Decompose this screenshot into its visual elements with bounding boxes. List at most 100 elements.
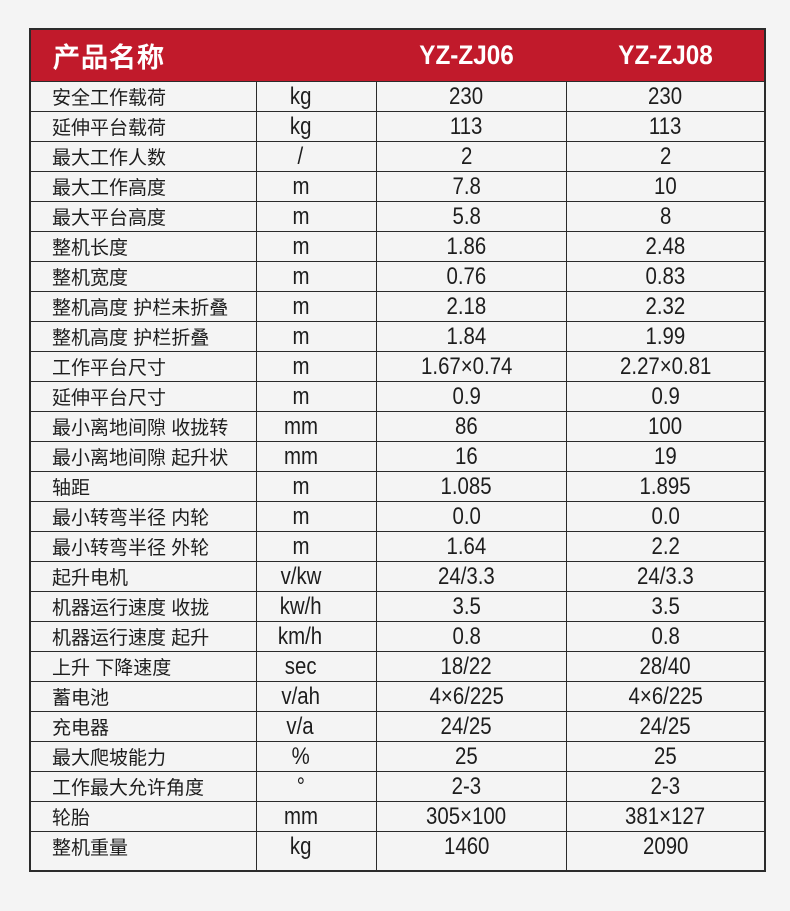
spec-value: 1460 [443,832,490,860]
table-row: 最大工作高度 m 7.8 10 [31,171,764,201]
spec-unit-cell: m [257,262,377,291]
spec-unit: m [292,172,309,200]
spec-value: 230 [648,82,683,110]
spec-unit: / [297,142,304,170]
spec-value-yz-zj06: 0.9 [377,382,567,411]
spec-label-cell: 安全工作载荷 [31,82,257,111]
spec-label-cell: 机器运行速度 收拢 [31,592,257,621]
spec-value: 230 [449,82,484,110]
spec-label-cell: 最小离地间隙 起升状 [31,442,257,471]
spec-unit: v/kw [280,562,321,590]
product-spec-table: 产品名称 YZ-ZJ06 YZ-ZJ08 安全工作载荷 kg 230 230 延… [29,28,766,872]
spec-unit: kw/h [279,592,322,620]
spec-label: 延伸平台载荷 [52,118,167,139]
spec-label-cell: 起升电机 [31,562,257,591]
spec-value-yz-zj08: 381×127 [567,802,764,831]
spec-value-yz-zj08: 100 [567,412,764,441]
spec-value: 10 [654,172,677,200]
model-header-label: YZ-ZJ06 [419,40,515,70]
spec-value-yz-zj06: 16 [377,442,567,471]
model-header-yz-zj08: YZ-ZJ08 [567,40,764,71]
spec-value: 0.9 [651,382,680,410]
spec-value: 0.83 [645,262,686,290]
spec-value: 1.86 [446,232,487,260]
spec-value-yz-zj08: 0.8 [567,622,764,651]
spec-value-yz-zj08: 2.48 [567,232,764,261]
model-header-label: YZ-ZJ08 [618,40,713,70]
spec-value: 113 [450,112,483,140]
spec-value: 305×100 [426,802,507,830]
spec-value-yz-zj08: 24/25 [567,712,764,741]
spec-value-yz-zj06: 4×6/225 [377,682,567,711]
spec-unit: % [291,742,310,770]
spec-value-yz-zj06: 1.86 [377,232,567,261]
spec-label: 整机重量 [52,838,129,859]
spec-value-yz-zj08: 3.5 [567,592,764,621]
spec-label: 轴距 [52,478,91,499]
table-row: 最大爬坡能力 % 25 25 [31,741,764,771]
spec-value-yz-zj06: 5.8 [377,202,567,231]
spec-unit-cell: v/a [257,712,377,741]
spec-value-yz-zj06: 0.0 [377,502,567,531]
spec-label: 上升 下降速度 [52,658,172,679]
spec-value: 24/3.3 [438,562,495,590]
spec-unit-cell: kg [257,112,377,141]
spec-value-yz-zj06: 7.8 [377,172,567,201]
spec-value-yz-zj06: 1.84 [377,322,567,351]
spec-label: 延伸平台尺寸 [52,388,167,409]
spec-value: 25 [455,742,478,770]
spec-value-yz-zj06: 113 [377,112,567,141]
spec-value: 1.085 [440,472,493,500]
spec-unit: v/ah [281,682,320,710]
spec-unit-cell: v/kw [257,562,377,591]
spec-value: 3.5 [452,592,481,620]
spec-value-yz-zj06: 24/3.3 [377,562,567,591]
spec-unit: kg [289,112,312,140]
spec-unit-cell: m [257,172,377,201]
spec-unit: kg [289,832,312,860]
spec-value-yz-zj08: 2.32 [567,292,764,321]
spec-label-cell: 整机高度 护栏折叠 [31,322,257,351]
spec-value-yz-zj08: 1.99 [567,322,764,351]
spec-unit-cell: m [257,352,377,381]
spec-value: 1.84 [446,322,487,350]
spec-label-cell: 最大工作高度 [31,172,257,201]
table-row: 轴距 m 1.085 1.895 [31,471,764,501]
spec-value: 1.64 [446,532,487,560]
spec-label-cell: 延伸平台载荷 [31,112,257,141]
spec-value-yz-zj08: 2090 [567,832,764,870]
spec-value-yz-zj06: 2-3 [377,772,567,801]
spec-label: 最大工作高度 [52,178,167,199]
spec-unit-cell: ° [257,772,377,801]
spec-unit-cell: kg [257,832,377,870]
spec-value: 1.895 [639,472,692,500]
spec-label-cell: 整机长度 [31,232,257,261]
spec-value-yz-zj08: 113 [567,112,764,141]
table-body: 安全工作载荷 kg 230 230 延伸平台载荷 kg 113 113 最大工作… [31,81,764,870]
spec-unit: m [292,472,309,500]
spec-label-cell: 上升 下降速度 [31,652,257,681]
table-row: 最小转弯半径 外轮 m 1.64 2.2 [31,531,764,561]
table-header-row: 产品名称 YZ-ZJ06 YZ-ZJ08 [31,30,764,81]
spec-value-yz-zj06: 2 [377,142,567,171]
table-row: 蓄电池 v/ah 4×6/225 4×6/225 [31,681,764,711]
spec-unit-cell: m [257,232,377,261]
spec-unit: m [292,232,309,260]
spec-unit-cell: m [257,292,377,321]
table-row: 安全工作载荷 kg 230 230 [31,81,764,111]
spec-unit: m [292,532,309,560]
spec-value: 3.5 [651,592,680,620]
table-row: 轮胎 mm 305×100 381×127 [31,801,764,831]
spec-unit-cell: v/ah [257,682,377,711]
spec-value-yz-zj08: 4×6/225 [567,682,764,711]
spec-unit: m [292,262,309,290]
spec-value-yz-zj08: 2 [567,142,764,171]
product-name-header: 产品名称 [53,43,165,73]
spec-value-yz-zj06: 1.67×0.74 [377,352,567,381]
table-row: 工作最大允许角度 ° 2-3 2-3 [31,771,764,801]
spec-label-cell: 工作最大允许角度 [31,772,257,801]
spec-value-yz-zj06: 24/25 [377,712,567,741]
spec-label: 工作平台尺寸 [52,358,167,379]
spec-value: 2090 [642,832,689,860]
spec-unit: sec [284,652,317,680]
